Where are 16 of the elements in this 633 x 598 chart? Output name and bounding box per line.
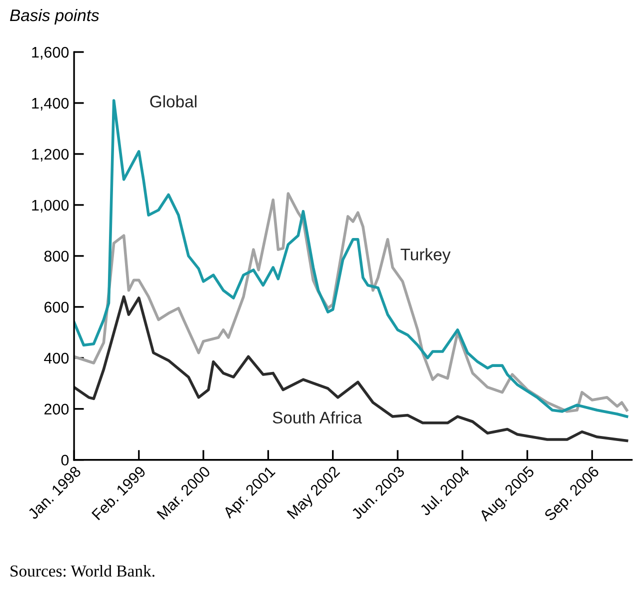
line-series bbox=[74, 192, 628, 413]
y-tick-label: 1,600 bbox=[32, 46, 69, 60]
y-tick-label: 1,000 bbox=[32, 200, 69, 212]
y-tick-label: 1,400 bbox=[32, 98, 69, 110]
line-series bbox=[74, 295, 628, 442]
y-tick-label: 1,200 bbox=[32, 148, 69, 162]
series-label: South Africa bbox=[272, 411, 362, 424]
y-tick-label: 200 bbox=[44, 404, 69, 415]
y-tick-label: 600 bbox=[44, 302, 69, 313]
y-axis-title: Basis points bbox=[10, 8, 100, 25]
y-tick-label: 800 bbox=[44, 250, 69, 262]
series-label: Turkey bbox=[400, 248, 451, 264]
y-tick-label: 0 bbox=[61, 454, 69, 466]
y-tick-label: 400 bbox=[44, 352, 69, 364]
text: Global bbox=[150, 95, 196, 108]
source-note: Sources: World Bank. bbox=[10, 564, 154, 577]
